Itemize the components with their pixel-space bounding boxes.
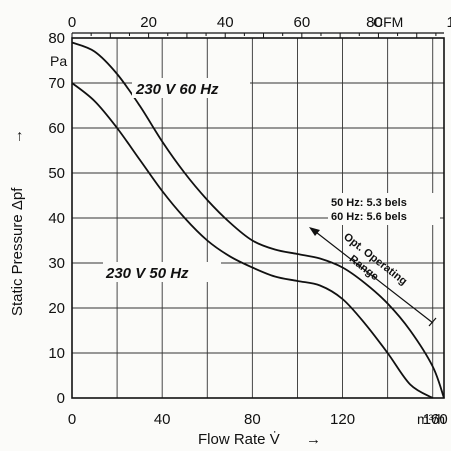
y-tick-label: 80 bbox=[48, 30, 65, 47]
top-tick-label: 0 bbox=[68, 14, 76, 31]
x-tick-label: 0 bbox=[68, 411, 76, 428]
y-unit-label: Pa bbox=[50, 53, 67, 69]
noise-note-60hz: 60 Hz: 5.6 bels bbox=[331, 211, 407, 223]
x-axis-arrow: → bbox=[306, 431, 321, 448]
x-tick-label: 120 bbox=[330, 411, 355, 428]
x-tick-label: 160 bbox=[423, 411, 448, 428]
x-tick-label: 80 bbox=[244, 411, 261, 428]
top-tick-label: 40 bbox=[217, 14, 234, 31]
series-line-60hz bbox=[71, 41, 445, 399]
top-unit-label: CFM bbox=[373, 14, 403, 30]
x-axis-title: Flow Rate V̇ bbox=[198, 431, 280, 448]
top-tick-label: 80 bbox=[366, 14, 383, 31]
y-tick-label: 70 bbox=[48, 75, 65, 92]
operating-range-marker bbox=[309, 227, 437, 327]
series-line-50hz bbox=[71, 82, 434, 399]
y-tick-label: 30 bbox=[48, 255, 65, 272]
x-tick-label: 40 bbox=[154, 411, 171, 428]
y-tick-label: 10 bbox=[48, 345, 65, 362]
y-tick-label: 60 bbox=[48, 120, 65, 137]
y-tick-label: 50 bbox=[48, 165, 65, 182]
noise-note-50hz: 50 Hz: 5.3 bels bbox=[331, 197, 407, 209]
x-unit-label: m³/h bbox=[417, 411, 445, 427]
plot-border bbox=[71, 37, 445, 399]
tick-labels: 0102030405060708004080120160020406080100 bbox=[48, 14, 451, 428]
top-tick-label: 20 bbox=[140, 14, 157, 31]
series-label-60hz: 230 V 60 Hz bbox=[135, 81, 219, 98]
plot-frame bbox=[71, 32, 445, 399]
top-tick-label: 60 bbox=[293, 14, 310, 31]
y-axis-title: Static Pressure Δpf bbox=[9, 187, 26, 316]
series bbox=[71, 41, 445, 399]
y-tick-label: 20 bbox=[48, 300, 65, 317]
series-label-50hz: 230 V 50 Hz bbox=[105, 265, 189, 282]
y-tick-label: 0 bbox=[57, 390, 65, 407]
top-tick-label: 100 bbox=[447, 14, 451, 31]
y-tick-label: 40 bbox=[48, 210, 65, 227]
y-axis-arrow: → bbox=[9, 129, 26, 144]
